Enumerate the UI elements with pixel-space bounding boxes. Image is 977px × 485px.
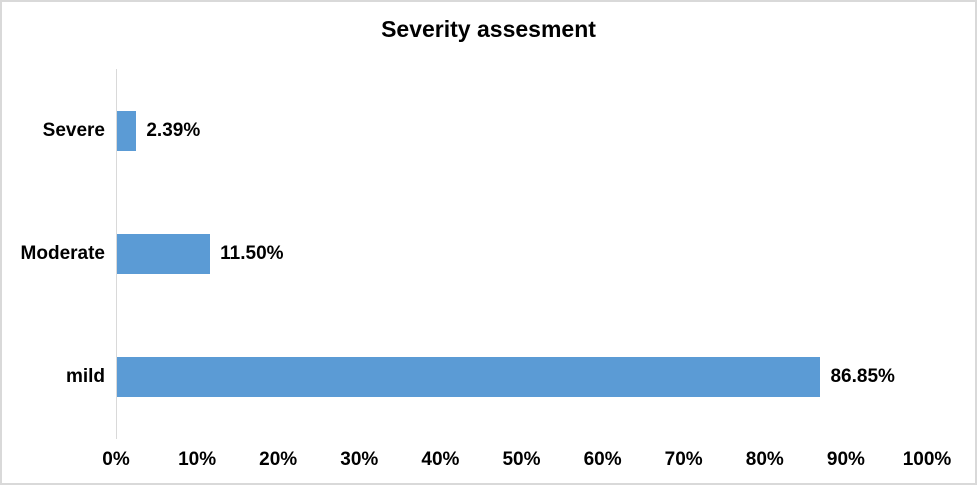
category-label: Severe — [42, 119, 105, 141]
bar — [117, 357, 821, 398]
plot-area: Severe 2.39% Moderate 11.50% mild 86.85% — [21, 69, 927, 439]
data-label: 11.50% — [220, 242, 284, 264]
x-tick-label: 0% — [102, 449, 130, 470]
x-tick-label: 50% — [502, 449, 541, 470]
chart-row: mild 86.85% — [66, 316, 927, 439]
x-tick-label: 20% — [259, 449, 298, 470]
x-tick-label: 90% — [826, 449, 865, 470]
data-label: 2.39% — [146, 119, 201, 141]
bar — [117, 233, 211, 274]
x-tick-label: 30% — [340, 449, 379, 470]
chart-title: Severity assesment — [381, 16, 596, 42]
data-label: 86.85% — [830, 366, 895, 388]
x-tick-label: 10% — [178, 449, 217, 470]
category-label: mild — [65, 366, 105, 388]
bars-area: Severe 2.39% Moderate 11.50% mild 86.85% — [21, 69, 927, 439]
x-tick-label: 70% — [664, 449, 703, 470]
x-axis: 0% 10% 20% 30% 40% 50% 60% 70% 80% 90% 100% — [102, 449, 951, 473]
x-tick-label: 60% — [583, 449, 622, 470]
x-tick-label: 100% — [902, 449, 952, 470]
x-tick-label: 80% — [745, 449, 784, 470]
chart-row: Severe 2.39% — [43, 69, 927, 192]
category-label: Moderate — [20, 242, 105, 264]
chart-row: Moderate 11.50% — [21, 192, 927, 315]
bar — [117, 110, 137, 151]
x-tick-label: 40% — [421, 449, 460, 470]
